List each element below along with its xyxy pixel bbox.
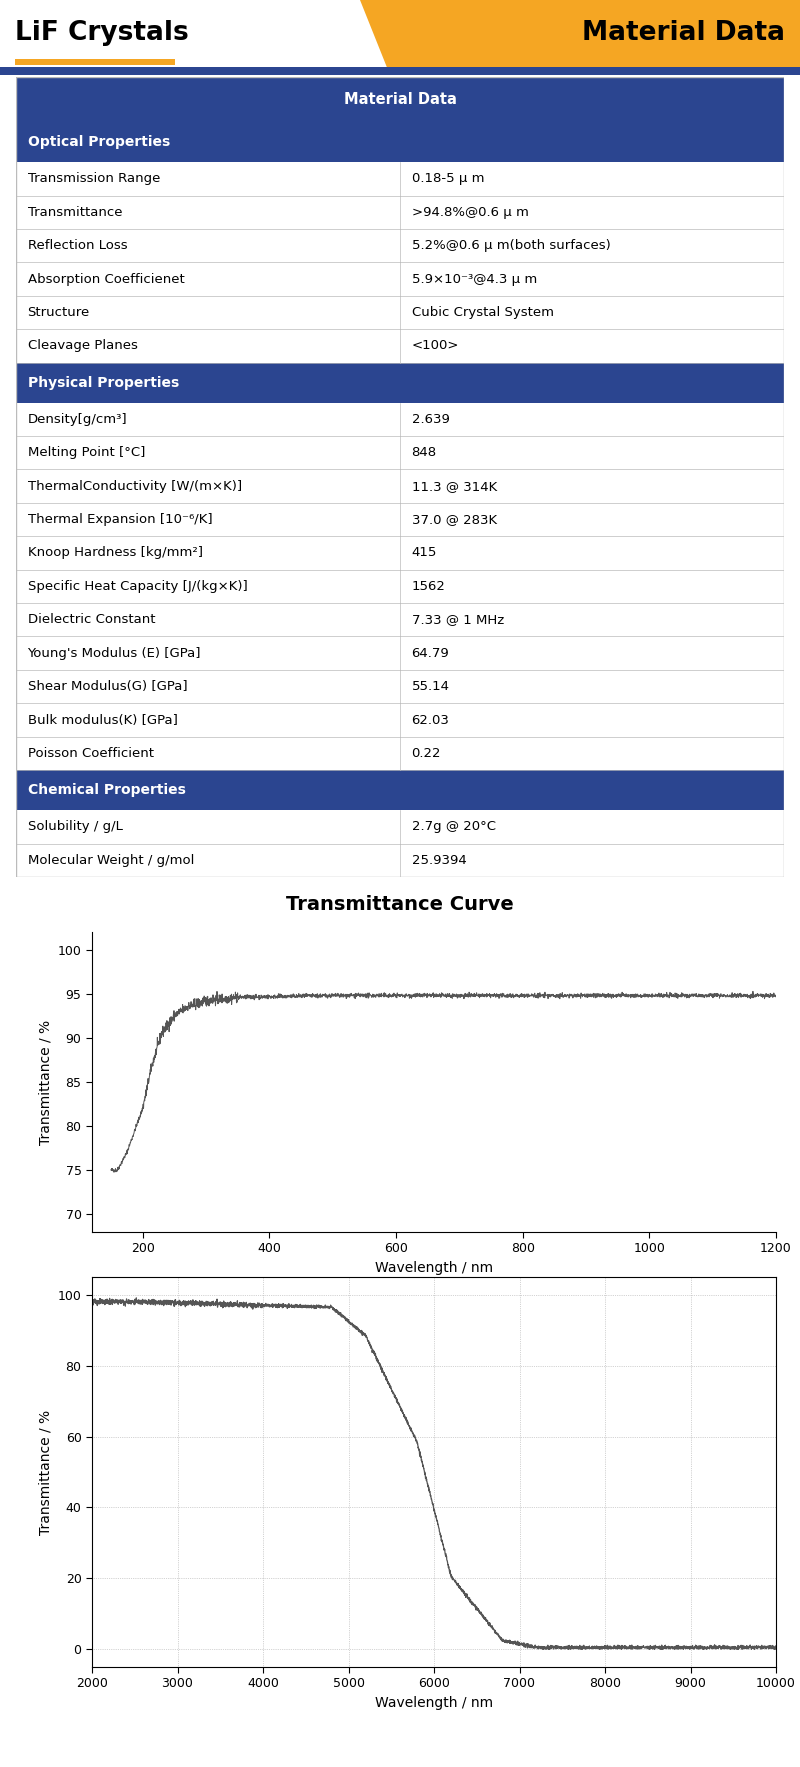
Bar [16, 737, 784, 770]
Bar [16, 811, 784, 843]
Bar [0, 67, 800, 74]
Bar [16, 603, 784, 636]
Text: Dielectric Constant: Dielectric Constant [27, 613, 155, 626]
X-axis label: Wavelength / nm: Wavelength / nm [375, 1696, 493, 1710]
Text: 415: 415 [411, 546, 437, 560]
Text: 55.14: 55.14 [411, 680, 450, 693]
Text: 5.9×10⁻³@4.3 μ m: 5.9×10⁻³@4.3 μ m [411, 272, 537, 286]
Text: Material Data: Material Data [343, 92, 457, 108]
Text: Absorption Coefficienet: Absorption Coefficienet [27, 272, 184, 286]
Text: Chemical Properties: Chemical Properties [27, 783, 186, 797]
Text: Transmission Range: Transmission Range [27, 173, 160, 186]
Bar [16, 362, 784, 403]
Text: Thermal Expansion [10⁻⁶/K]: Thermal Expansion [10⁻⁶/K] [27, 512, 212, 527]
Text: 2.639: 2.639 [411, 413, 450, 426]
Text: 62.03: 62.03 [411, 714, 450, 726]
Bar [16, 78, 784, 122]
Bar [16, 770, 784, 811]
Bar [16, 436, 784, 470]
Text: >94.8%@0.6 μ m: >94.8%@0.6 μ m [411, 205, 528, 219]
Bar [16, 470, 784, 504]
Bar [16, 329, 784, 362]
Text: Specific Heat Capacity [J/(kg×K)]: Specific Heat Capacity [J/(kg×K)] [27, 580, 247, 594]
Text: 0.22: 0.22 [411, 747, 441, 760]
Text: 64.79: 64.79 [411, 647, 450, 659]
Text: 25.9394: 25.9394 [411, 853, 466, 868]
Text: Cubic Crystal System: Cubic Crystal System [411, 306, 554, 320]
Text: Reflection Loss: Reflection Loss [27, 239, 127, 253]
Text: 1562: 1562 [411, 580, 446, 594]
Text: Cleavage Planes: Cleavage Planes [27, 339, 138, 352]
Text: Poisson Coefficient: Poisson Coefficient [27, 747, 154, 760]
Text: Solubility / g/L: Solubility / g/L [27, 820, 122, 834]
Bar [16, 569, 784, 603]
Text: ThermalConductivity [W/(m×K)]: ThermalConductivity [W/(m×K)] [27, 479, 242, 493]
Text: Density[g/cm³]: Density[g/cm³] [27, 413, 127, 426]
Bar [16, 262, 784, 295]
Bar [16, 403, 784, 436]
Text: 2.7g @ 20°C: 2.7g @ 20°C [411, 820, 495, 834]
Text: Knoop Hardness [kg/mm²]: Knoop Hardness [kg/mm²] [27, 546, 202, 560]
Text: Melting Point [°C]: Melting Point [°C] [27, 447, 145, 459]
Bar [15, 58, 175, 65]
Text: Physical Properties: Physical Properties [27, 376, 178, 391]
Bar [16, 504, 784, 537]
Bar [16, 537, 784, 569]
Text: Transmittance Curve: Transmittance Curve [286, 896, 514, 914]
Bar [16, 122, 784, 163]
Bar [16, 670, 784, 703]
Bar [16, 196, 784, 230]
Text: Structure: Structure [27, 306, 90, 320]
Text: Young's Modulus (E) [GPa]: Young's Modulus (E) [GPa] [27, 647, 201, 659]
Y-axis label: Transmittance / %: Transmittance / % [38, 1020, 52, 1145]
Bar [16, 843, 784, 876]
Text: 848: 848 [411, 447, 437, 459]
Text: <100>: <100> [411, 339, 459, 352]
Text: 37.0 @ 283K: 37.0 @ 283K [411, 512, 497, 527]
Polygon shape [360, 0, 800, 74]
Y-axis label: Transmittance / %: Transmittance / % [38, 1410, 52, 1534]
Text: Molecular Weight / g/mol: Molecular Weight / g/mol [27, 853, 194, 868]
Text: Optical Properties: Optical Properties [27, 134, 170, 148]
Bar [16, 230, 784, 262]
Bar [16, 163, 784, 196]
Bar [16, 295, 784, 329]
Text: Transmittance: Transmittance [27, 205, 122, 219]
Text: Bulk modulus(K) [GPa]: Bulk modulus(K) [GPa] [27, 714, 178, 726]
Text: 11.3 @ 314K: 11.3 @ 314K [411, 479, 497, 493]
Text: Material Data: Material Data [582, 19, 785, 46]
Text: 0.18-5 μ m: 0.18-5 μ m [411, 173, 484, 186]
Text: 7.33 @ 1 MHz: 7.33 @ 1 MHz [411, 613, 504, 626]
X-axis label: Wavelength / nm: Wavelength / nm [375, 1262, 493, 1276]
Text: LiF Crystals: LiF Crystals [15, 19, 189, 46]
Text: 5.2%@0.6 μ m(both surfaces): 5.2%@0.6 μ m(both surfaces) [411, 239, 610, 253]
Bar [16, 636, 784, 670]
Bar [16, 703, 784, 737]
Text: Shear Modulus(G) [GPa]: Shear Modulus(G) [GPa] [27, 680, 187, 693]
